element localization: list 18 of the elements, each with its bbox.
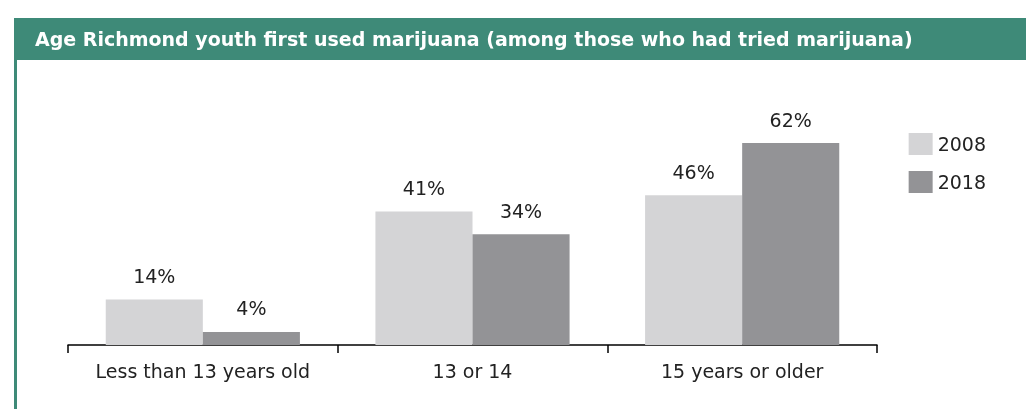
data-label: 62% [769,108,812,131]
legend-label: 2018 [937,171,987,193]
bar [645,195,743,345]
data-label: 14% [133,264,176,287]
bar [105,299,203,345]
bar [375,211,473,345]
bar [472,234,570,345]
bar [742,143,840,345]
data-label: 34% [499,199,543,222]
legend-label: 2008 [937,133,987,155]
data-label: 4% [236,297,267,320]
chart-title: Age Richmond youth first used marijuana (among those who had tried marijuana) [17,18,1026,60]
x-tick-label: Less than 13 years old [95,359,311,382]
x-tick-label: 13 or 14 [432,359,513,382]
data-label: 46% [672,160,715,183]
bar [202,331,300,345]
data-label: 41% [402,176,446,199]
x-tick-label: 15 years or older [660,359,824,382]
